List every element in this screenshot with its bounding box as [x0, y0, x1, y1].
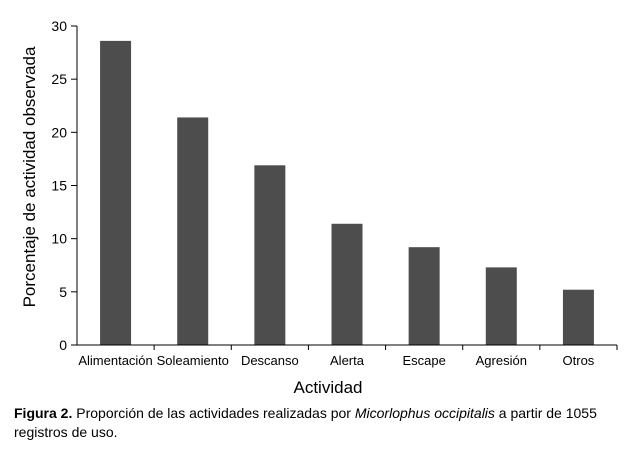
caption-text-before: Proporción de las actividades realizadas… — [72, 405, 355, 421]
x-category-label: Alerta — [330, 353, 365, 368]
y-axis-title: Porcentaje de actividad observada — [20, 46, 39, 307]
x-axis-title: Actividad — [294, 378, 363, 397]
bar-3 — [254, 165, 286, 345]
x-category-label: Escape — [402, 353, 445, 368]
y-tick-label: 20 — [51, 124, 67, 140]
y-tick-label: 15 — [51, 178, 67, 194]
bar-4 — [331, 223, 363, 345]
y-tick-label: 25 — [51, 71, 67, 87]
y-tick-label: 0 — [59, 337, 67, 353]
bar-chart: 0 5 10 15 20 25 30 Alimentación Soleamiento Desc… — [20, 18, 618, 397]
bar-5 — [408, 247, 440, 345]
bar-7 — [562, 289, 594, 345]
y-tick-label: 30 — [51, 18, 67, 34]
x-category-label: Descanso — [241, 353, 299, 368]
bar-1 — [100, 40, 132, 346]
y-tick-label: 5 — [59, 284, 67, 300]
x-category-label: Agresión — [476, 353, 527, 368]
y-tick-label: 10 — [51, 231, 67, 247]
bar-6 — [485, 267, 517, 345]
figure-caption: Figura 2. Proporción de las actividades … — [14, 404, 622, 442]
x-category-label: Soleamiento — [157, 353, 229, 368]
bar-2 — [177, 117, 209, 346]
caption-text-after: a partir de 1055 registros de uso. — [14, 405, 597, 440]
x-category-label: Alimentación — [78, 353, 152, 368]
x-category-label: Otros — [563, 353, 595, 368]
caption-label: Figura 2. — [14, 405, 73, 421]
caption-species: Micorlophus occipitalis — [354, 405, 495, 421]
